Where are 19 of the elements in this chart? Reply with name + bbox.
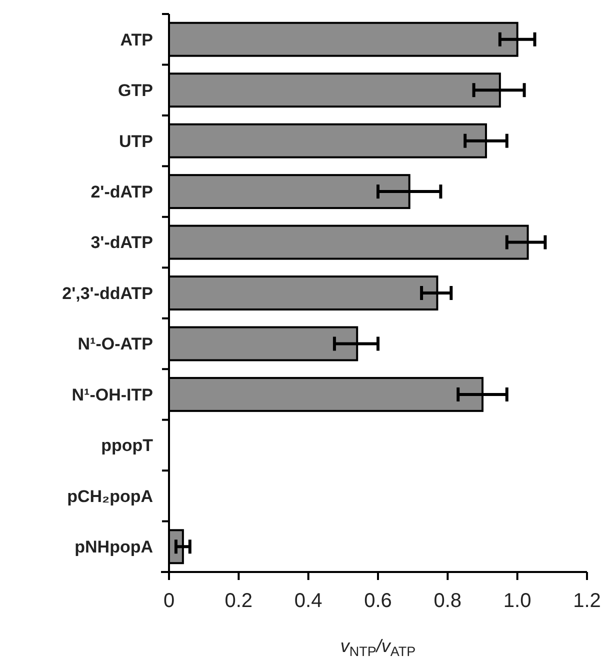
x-axis-title: v$_{NTP}$/v$_{ATP}$ (340, 636, 416, 658)
x-tick-label: 0 (163, 590, 175, 612)
x-tick-label: 0.6 (364, 590, 392, 612)
y-tick-label: ppopT (101, 436, 154, 456)
y-tick-label: N¹-OH-ITP (72, 385, 153, 404)
y-tick-label: ATP (120, 30, 153, 50)
x-tick-label: 1.0 (503, 590, 532, 612)
y-tick-label: N¹-O-ATP (78, 334, 153, 354)
y-tick-label: GTP (118, 81, 153, 100)
y-tick-label: UTP (119, 132, 153, 151)
y-tick-label: 3'-dATP (90, 233, 153, 252)
x-tick-label: 0.2 (224, 590, 253, 612)
x-tick-label: 1.2 (573, 590, 601, 612)
y-tick-label: 2'-dATP (90, 182, 153, 202)
y-tick-label: pCH₂popA (67, 486, 153, 506)
y-tick-label: pNHpopA (74, 538, 153, 557)
x-tick-label: 0.8 (434, 590, 462, 612)
x-tick-label: 0.4 (294, 590, 322, 612)
y-tick-label: 2',3'-ddATP (62, 284, 153, 303)
